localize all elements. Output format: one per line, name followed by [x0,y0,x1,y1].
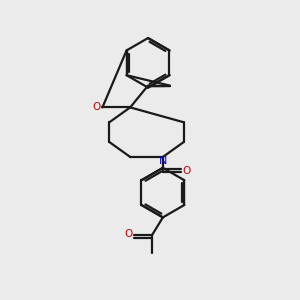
Text: O: O [183,166,191,176]
Text: O: O [92,102,100,112]
Text: N: N [159,156,167,166]
Text: O: O [124,229,132,239]
